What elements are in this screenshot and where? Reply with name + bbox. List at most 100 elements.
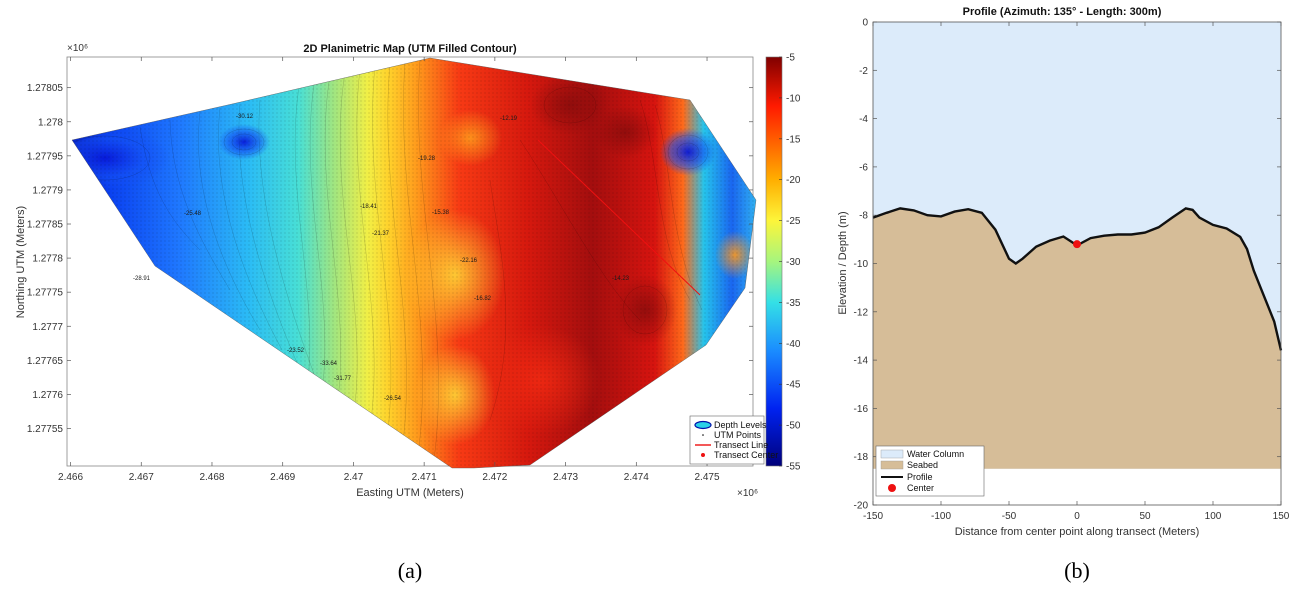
center-swatch bbox=[888, 484, 896, 492]
profile-x-tick-label: 50 bbox=[1139, 511, 1151, 522]
profile-x-label: Distance from center point along transec… bbox=[955, 526, 1200, 538]
seabed-area bbox=[873, 208, 1281, 469]
colorbar-tick-label: -20 bbox=[786, 175, 801, 186]
profile-line bbox=[872, 207, 1283, 351]
map-x-exponent: ×10⁶ bbox=[737, 488, 758, 499]
profile-legend: Water Column Seabed Profile Center bbox=[875, 445, 985, 497]
profile-y-tick-label: -8 bbox=[859, 211, 868, 222]
map-x-tick-label: 2.467 bbox=[129, 472, 154, 483]
legend-seabed: Seabed bbox=[907, 460, 938, 470]
map-y-tick-label: 1.2777 bbox=[32, 322, 63, 333]
profile-title: Profile (Azimuth: 135° - Length: 300m) bbox=[963, 6, 1162, 18]
contour-label: -21.37 bbox=[372, 231, 390, 237]
map-x-tick-label: 2.473 bbox=[553, 472, 578, 483]
depth-levels-swatch bbox=[694, 420, 712, 430]
profile-axes: -150 -100 -50 0 50 100 150-20-18-16-14-12-10-8… bbox=[854, 18, 1290, 523]
profile-y-tick-label: -14 bbox=[854, 356, 869, 367]
contour-label: -15.38 bbox=[432, 210, 450, 216]
panel-label-a: (a) bbox=[398, 558, 422, 583]
map-y-tick-label: 1.2776 bbox=[32, 390, 63, 401]
contour-label: -12.19 bbox=[500, 116, 518, 122]
map-y-tick-label: 1.27805 bbox=[27, 83, 64, 94]
legend-transect-line: Transect Line bbox=[714, 440, 768, 450]
map-y-tick-label: 1.2779 bbox=[32, 185, 63, 196]
map-x-tick-label: 2.466 bbox=[58, 472, 83, 483]
legend-utm-points: UTM Points bbox=[714, 430, 762, 440]
legend-profile: Profile bbox=[907, 472, 933, 482]
map-x-tick-label: 2.474 bbox=[624, 472, 649, 483]
map-title: 2D Planimetric Map (UTM Filled Contour) bbox=[303, 43, 517, 55]
contour-label: -28.91 bbox=[133, 276, 151, 282]
map-x-tick-label: 2.468 bbox=[199, 472, 224, 483]
contour-label: -31.77 bbox=[334, 376, 352, 382]
transect-center-swatch bbox=[701, 453, 705, 457]
profile-y-tick-label: -12 bbox=[854, 307, 869, 318]
map-legend: Depth Levels UTM Points Transect Line Tr… bbox=[689, 415, 778, 465]
profile-x-tick-label: 0 bbox=[1074, 511, 1080, 522]
colorbar-tick-label: -55 bbox=[786, 462, 801, 473]
map-x-tick-label: 2.475 bbox=[695, 472, 720, 483]
profile-y-tick-label: -10 bbox=[854, 259, 869, 270]
survey-hull-outline bbox=[71, 57, 757, 469]
map-panel: 2D Planimetric Map (UTM Filled Contour) bbox=[15, 43, 801, 583]
utm-points-swatch bbox=[702, 434, 704, 436]
water-column-swatch bbox=[880, 449, 904, 459]
map-y-tick-label: 1.27795 bbox=[27, 151, 64, 162]
contour-label: -30.12 bbox=[236, 114, 254, 120]
colorbar-tick-label: -45 bbox=[786, 380, 801, 391]
map-y-tick-label: 1.27765 bbox=[27, 356, 64, 367]
legend-center: Center bbox=[907, 483, 934, 493]
profile-x-tick-label: 100 bbox=[1205, 511, 1222, 522]
colorbar-ticks: -5 -10 -15 -20 -25 -30 -35 -40 -45 -50 -55 bbox=[779, 53, 801, 473]
map-y-tick-label: 1.27775 bbox=[27, 288, 64, 299]
map-y-tick-label: 1.2778 bbox=[32, 254, 63, 265]
profile-y-tick-label: -2 bbox=[859, 66, 868, 77]
profile-panel: Profile (Azimuth: 135° - Length: 300m) -… bbox=[837, 6, 1290, 583]
colorbar-tick-label: -40 bbox=[786, 339, 801, 350]
profile-y-tick-label: -20 bbox=[854, 501, 869, 512]
profile-x-tick-label: -150 bbox=[863, 511, 883, 522]
contour-label: -16.82 bbox=[474, 296, 492, 302]
map-axes: 2.466 2.467 2.468 2.469 2.47 2.471 2.472 2.473 2… bbox=[27, 57, 753, 483]
colorbar-tick-label: -10 bbox=[786, 93, 801, 104]
map-y-tick-label: 1.278 bbox=[38, 117, 63, 128]
contour-label: -23.52 bbox=[287, 348, 305, 354]
map-x-tick-label: 2.472 bbox=[482, 472, 507, 483]
contour-label: -33.64 bbox=[320, 361, 338, 367]
contour-label: -25.48 bbox=[184, 211, 202, 217]
map-y-tick-label: 1.27785 bbox=[27, 220, 64, 231]
contour-labels: -30.12 -25.48 -33.64 -31.77 -23.52 -18.4… bbox=[133, 114, 630, 402]
contour-label: -19.28 bbox=[418, 156, 436, 162]
map-x-tick-label: 2.471 bbox=[412, 472, 437, 483]
profile-x-tick-label: -100 bbox=[931, 511, 951, 522]
profile-y-tick-label: -4 bbox=[859, 114, 868, 125]
contour-label: -26.54 bbox=[384, 396, 402, 402]
panel-label-b: (b) bbox=[1064, 558, 1090, 583]
seabed-swatch bbox=[880, 460, 904, 470]
profile-y-label: Elevation / Depth (m) bbox=[837, 211, 849, 314]
profile-y-tick-label: -18 bbox=[854, 452, 869, 463]
map-x-tick-label: 2.47 bbox=[344, 472, 364, 483]
contour-label: -22.16 bbox=[460, 258, 478, 264]
profile-x-tick-label: 150 bbox=[1273, 511, 1290, 522]
profile-y-tick-label: -6 bbox=[859, 162, 868, 173]
map-x-label: Easting UTM (Meters) bbox=[356, 487, 464, 499]
profile-y-tick-label: 0 bbox=[862, 18, 868, 29]
legend-water-column: Water Column bbox=[907, 449, 964, 459]
map-y-label: Northing UTM (Meters) bbox=[15, 206, 27, 318]
map-y-exponent: ×10⁶ bbox=[67, 43, 88, 54]
colorbar-tick-label: -15 bbox=[786, 134, 801, 145]
contour-label: -18.41 bbox=[360, 204, 378, 210]
colorbar-tick-label: -50 bbox=[786, 421, 801, 432]
center-point bbox=[1073, 240, 1081, 249]
contour-label: -14.23 bbox=[612, 276, 630, 282]
colorbar-tick-label: -30 bbox=[786, 257, 801, 268]
map-y-tick-label: 1.27755 bbox=[27, 424, 64, 435]
legend-depth-levels: Depth Levels bbox=[714, 420, 767, 430]
colorbar-tick-label: -5 bbox=[786, 53, 795, 64]
profile-y-tick-label: -16 bbox=[854, 404, 869, 415]
legend-transect-center: Transect Center bbox=[714, 450, 778, 460]
profile-x-tick-label: -50 bbox=[1002, 511, 1017, 522]
map-x-tick-label: 2.469 bbox=[270, 472, 295, 483]
